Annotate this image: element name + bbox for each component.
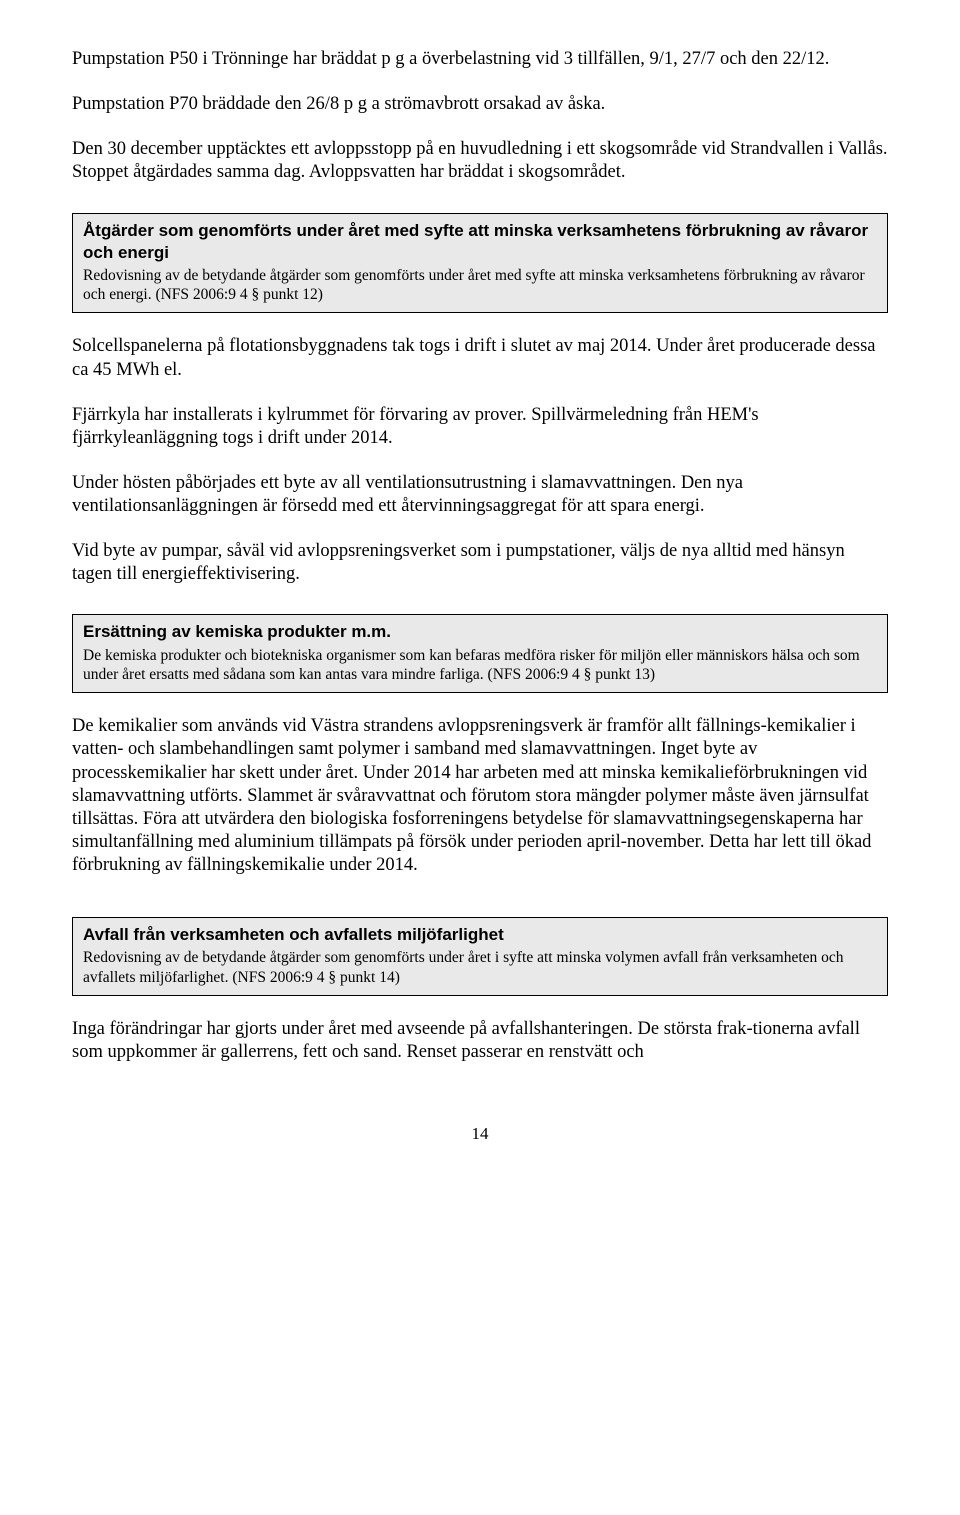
- body-paragraph: Pumpstation P50 i Trönninge har bräddat …: [72, 48, 888, 71]
- body-paragraph: De kemikalier som används vid Västra str…: [72, 715, 888, 877]
- info-box-body: De kemiska produkter och biotekniska org…: [83, 646, 877, 685]
- info-box-measures: Åtgärder som genomförts under året med s…: [72, 213, 888, 314]
- body-paragraph: Pumpstation P70 bräddade den 26/8 p g a …: [72, 93, 888, 116]
- info-box-chemicals: Ersättning av kemiska produkter m.m. De …: [72, 614, 888, 693]
- info-box-title: Åtgärder som genomförts under året med s…: [83, 220, 877, 264]
- info-box-body: Redovisning av de betydande åtgärder som…: [83, 266, 877, 305]
- info-box-waste: Avfall från verksamheten och avfallets m…: [72, 917, 888, 996]
- body-paragraph: Solcellspanelerna på flotationsbyggnaden…: [72, 335, 888, 381]
- info-box-title: Avfall från verksamheten och avfallets m…: [83, 924, 877, 946]
- page-number: 14: [72, 1124, 888, 1144]
- body-paragraph: Inga förändringar har gjorts under året …: [72, 1018, 888, 1064]
- info-box-title: Ersättning av kemiska produkter m.m.: [83, 621, 877, 643]
- body-paragraph: Vid byte av pumpar, såväl vid avloppsren…: [72, 540, 888, 586]
- body-paragraph: Den 30 december upptäcktes ett avloppsst…: [72, 138, 888, 184]
- info-box-body: Redovisning av de betydande åtgärder som…: [83, 948, 877, 987]
- body-paragraph: Fjärrkyla har installerats i kylrummet f…: [72, 404, 888, 450]
- document-page: Pumpstation P50 i Trönninge har bräddat …: [0, 0, 960, 1204]
- body-paragraph: Under hösten påbörjades ett byte av all …: [72, 472, 888, 518]
